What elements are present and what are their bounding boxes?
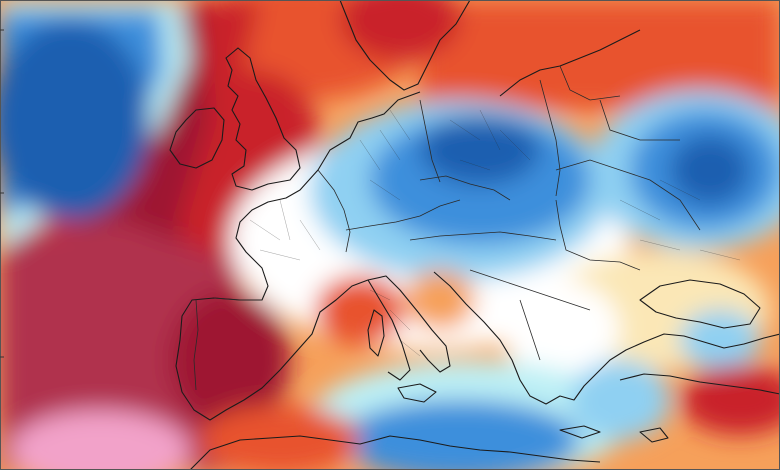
border-belarus [599, 99, 680, 141]
southwest-pink [10, 410, 190, 470]
border-spain-france [213, 297, 262, 301]
border-czechia [419, 175, 511, 201]
coastline-black-sea [639, 279, 761, 329]
east-med-light-blue [680, 310, 760, 370]
border-germany-poland [419, 99, 441, 183]
coastline-sicily [397, 383, 437, 403]
coastline-cyprus [639, 427, 669, 443]
coastline-north-africa [189, 435, 601, 470]
coastline-balkans [433, 271, 780, 405]
border-balkans-2 [519, 299, 541, 361]
atlantic-dark-blue [0, 20, 150, 220]
italy-red [315, 275, 405, 345]
coastline-baltic [499, 29, 641, 97]
coastline-scandinavia [339, 0, 471, 91]
coastline-britain [225, 47, 301, 191]
region-lines-italy [369, 289, 421, 357]
border-baltics [559, 65, 621, 101]
border-poland-east [539, 79, 561, 197]
central-europe-dark-blue [420, 115, 540, 185]
border-france-germany [317, 169, 351, 253]
east-dark-blue [670, 135, 750, 205]
adriatic-orange [405, 270, 475, 330]
mediterranean-blue [340, 400, 580, 470]
border-ukraine [555, 159, 701, 231]
aegean-light-blue [570, 360, 670, 440]
region-lines-france [249, 199, 321, 261]
border-germany-south [345, 199, 461, 231]
region-lines-east [619, 179, 741, 261]
border-balkans-1 [469, 269, 591, 311]
coastline-turkey [619, 373, 780, 395]
border-austria-hungary [409, 231, 557, 241]
country-borders [193, 65, 701, 391]
region-lines-poland [449, 109, 531, 171]
coastline-ireland [169, 107, 225, 169]
border-spain-portugal [193, 299, 199, 391]
warm-scandinavia [340, 0, 460, 60]
balkans-neutral [500, 280, 620, 380]
border-hungary-romania [555, 199, 641, 271]
region-lines-germany [359, 109, 411, 201]
coastline-crete [559, 425, 601, 439]
regional-borders [249, 109, 741, 357]
iberia-red [170, 290, 290, 430]
coastline-corsica-sardinia [367, 309, 385, 357]
coastline-italy-east [367, 275, 451, 373]
